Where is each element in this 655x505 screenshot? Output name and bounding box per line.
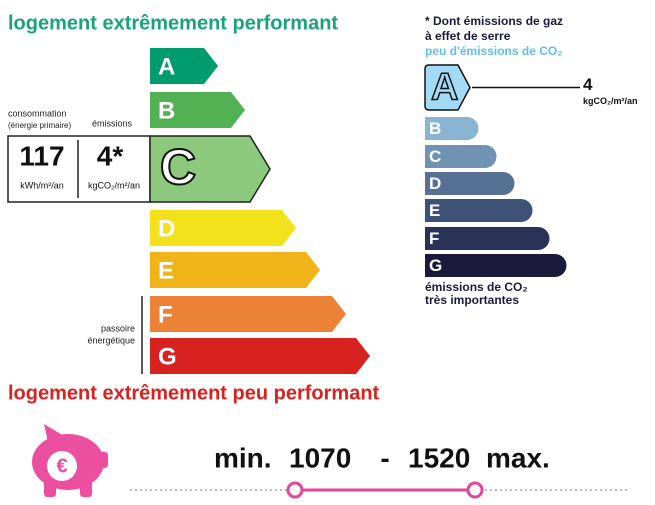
ghg-bar bbox=[425, 254, 567, 277]
ghg-value: 4 bbox=[583, 75, 593, 94]
emissions-unit: kgCO₂/m²/an bbox=[88, 180, 140, 190]
piggy-snout bbox=[96, 452, 108, 468]
range-handle bbox=[466, 481, 484, 499]
cost-min: 1070 bbox=[289, 442, 351, 473]
energy-letter: C bbox=[160, 139, 196, 195]
values-box bbox=[7, 135, 151, 203]
ghg-letter: A bbox=[431, 67, 458, 109]
top-label: logement extrêmement performant bbox=[8, 12, 338, 34]
energy-letter: A bbox=[158, 53, 175, 80]
ghg-letter: E bbox=[429, 201, 440, 220]
energy-bar bbox=[150, 296, 346, 332]
energy-bar bbox=[150, 48, 218, 84]
ghg-bottom-label: émissions de CO₂ bbox=[425, 280, 528, 294]
energy-letter: B bbox=[158, 97, 175, 124]
ghg-unit: kgCO₂/m²/an bbox=[583, 96, 638, 106]
ghg-note: * Dont émissions de gaz bbox=[425, 14, 563, 28]
ghg-letter: C bbox=[429, 147, 441, 166]
cost-separator: - bbox=[380, 442, 389, 473]
consumption-sublabel: (énergie primaire) bbox=[8, 121, 71, 130]
range-handle bbox=[286, 481, 304, 499]
consumption-value: 117 bbox=[19, 140, 64, 171]
energy-letter: G bbox=[158, 343, 177, 370]
ghg-bar bbox=[424, 64, 471, 111]
cost-max-label: max. bbox=[486, 442, 550, 473]
ghg-bar bbox=[425, 199, 533, 222]
energy-letter: D bbox=[158, 215, 175, 242]
consumption-label: consommation bbox=[8, 108, 67, 118]
piggy-icon: € bbox=[32, 424, 108, 497]
ghg-bar bbox=[425, 145, 497, 168]
ghg-bar bbox=[425, 227, 550, 250]
ghg-bottom-label: très importantes bbox=[425, 293, 519, 307]
ghg-letter: D bbox=[429, 174, 441, 193]
energy-bar bbox=[149, 135, 271, 203]
energy-letter: F bbox=[158, 301, 173, 328]
energy-letter: E bbox=[158, 257, 174, 284]
ghg-letter: G bbox=[429, 256, 442, 275]
consumption-unit: kWh/m²/an bbox=[20, 180, 64, 190]
cost-min-label: min. bbox=[214, 442, 272, 473]
ghg-note: à effet de serre bbox=[425, 29, 511, 43]
energy-bar bbox=[150, 92, 245, 128]
ghg-letter: B bbox=[429, 119, 441, 138]
ghg-bar bbox=[425, 117, 479, 140]
energy-bar bbox=[150, 338, 370, 374]
piggy-ear bbox=[44, 424, 64, 442]
emissions-value: 4* bbox=[97, 140, 124, 171]
bottom-label: logement extrêmement peu performant bbox=[8, 382, 380, 404]
ghg-bar bbox=[425, 172, 515, 195]
emissions-label: émissions bbox=[92, 118, 133, 128]
piggy-leg bbox=[44, 480, 56, 497]
cost-max: 1520 bbox=[408, 442, 470, 473]
passoire-label: énergétique bbox=[87, 335, 135, 345]
piggy-leg bbox=[80, 480, 92, 497]
ghg-top-label: peu d'émissions de CO₂ bbox=[425, 44, 563, 58]
energy-bar bbox=[150, 252, 320, 288]
euro-symbol: € bbox=[56, 455, 67, 477]
passoire-label: passoire bbox=[101, 323, 135, 333]
coin bbox=[47, 451, 77, 481]
energy-bar bbox=[150, 210, 296, 246]
ghg-letter: F bbox=[429, 229, 439, 248]
